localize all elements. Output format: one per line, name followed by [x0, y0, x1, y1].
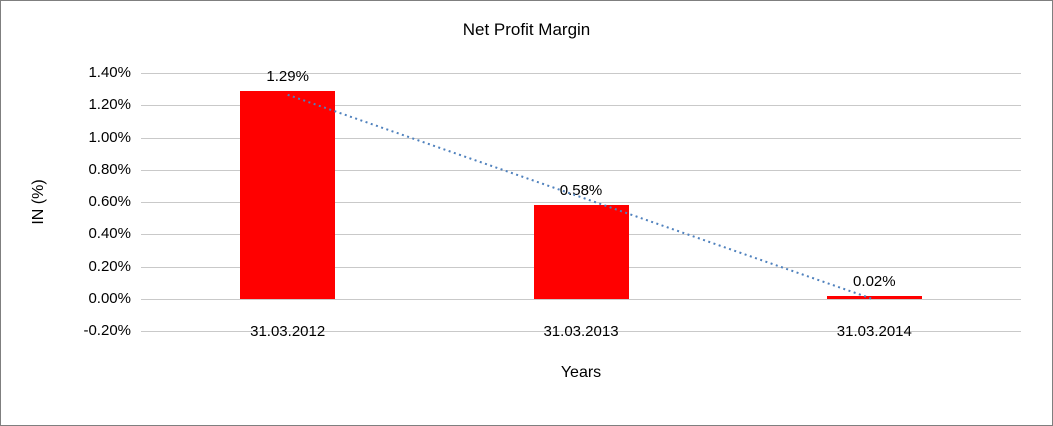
bar-31.03.2012: [240, 90, 336, 299]
y-axis-tick-label: 1.00%: [88, 128, 131, 146]
y-axis-tick-label: 0.40%: [88, 225, 131, 243]
gridline: [141, 331, 1021, 332]
x-axis-tick-label: 31.03.2013: [543, 323, 619, 340]
y-axis-tick-label: 0.20%: [88, 257, 131, 275]
y-axis-tick-label: 0.60%: [88, 193, 131, 210]
gridline: [141, 73, 1021, 74]
y-axis-tick-label: 1.40%: [88, 64, 131, 81]
gridline: [141, 298, 1021, 300]
bar-data-label: 0.58%: [559, 182, 603, 200]
x-axis-title: Years: [560, 364, 602, 381]
bar-data-label: 1.29%: [266, 67, 309, 85]
bar-data-label: 0.02%: [853, 272, 896, 290]
y-axis-tick-label: -0.20%: [83, 322, 131, 339]
plot-area: 1.29% 0.58% 0.02%: [141, 68, 1021, 332]
bar-31.03.2013: [533, 205, 629, 299]
chart-title: Net Profit Margin: [462, 20, 591, 39]
bar-31.03.2014: [826, 295, 922, 299]
y-axis-tick-label: 0.00%: [88, 289, 131, 307]
y-axis-tick-label: 0.80%: [88, 160, 131, 178]
x-axis-tick-label: 31.03.2012: [250, 323, 326, 340]
y-axis-tick-label: 1.20%: [88, 96, 131, 114]
x-axis-tick-label: 31.03.2014: [836, 323, 912, 340]
